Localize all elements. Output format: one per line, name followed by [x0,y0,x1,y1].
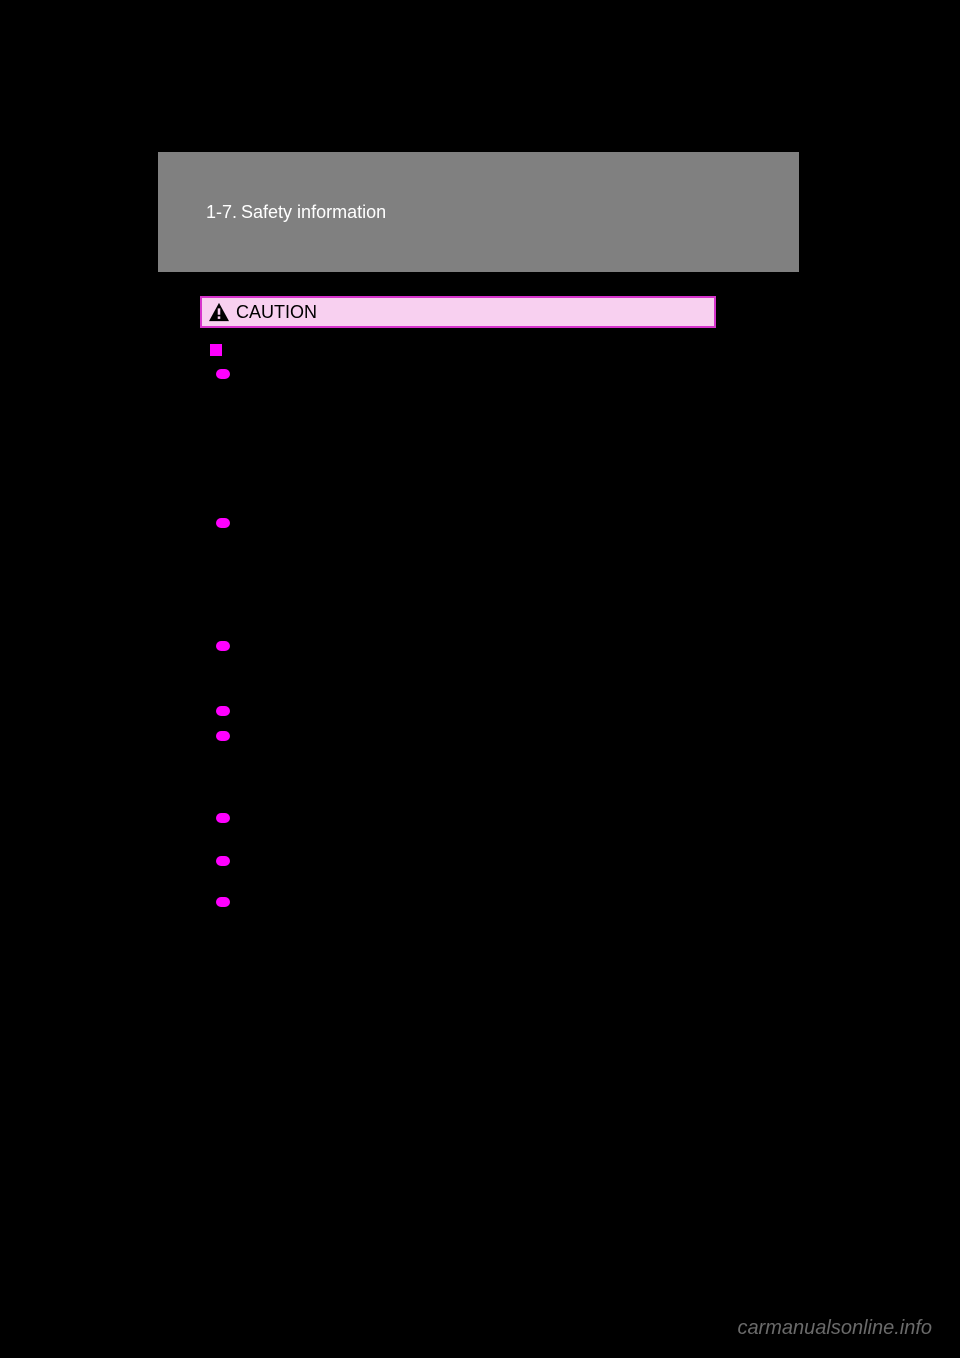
caution-box: CAUTION [200,296,716,328]
bullet-marker [216,856,230,866]
header-section-title: Safety information [241,202,386,223]
bullet-marker [216,706,230,716]
bullet-marker [216,369,230,379]
bullet-marker [216,897,230,907]
bullet-marker [216,518,230,528]
bullet-marker [216,813,230,823]
page-header-bar: 1-7. Safety information [158,152,799,272]
header-section-number: 1-7. [206,202,237,223]
section-square-marker [210,344,222,356]
warning-triangle-icon [208,302,230,322]
bullet-marker [216,641,230,651]
watermark-text: carmanualsonline.info [737,1317,932,1340]
bullet-marker [216,731,230,741]
caution-label: CAUTION [236,302,317,323]
